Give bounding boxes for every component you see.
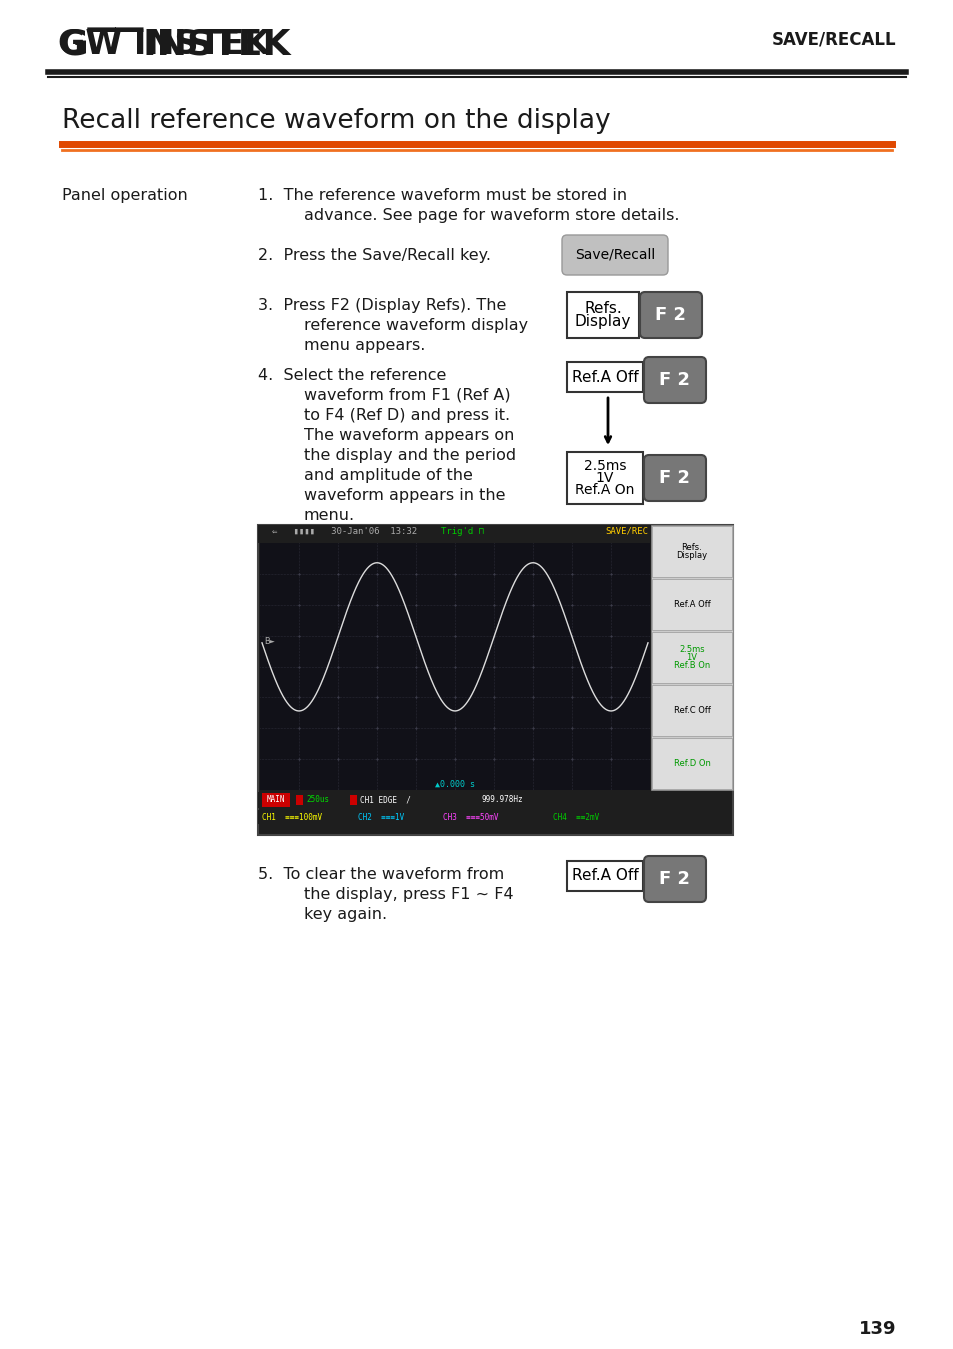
Bar — [257, 525, 732, 835]
Text: SAVE/REC: SAVE/REC — [604, 527, 647, 536]
Text: the display, press F1 ~ F4: the display, press F1 ~ F4 — [304, 888, 513, 902]
Text: Ref.A Off: Ref.A Off — [571, 869, 638, 884]
Bar — [257, 525, 732, 544]
Text: Save/Recall: Save/Recall — [575, 248, 655, 262]
Text: menu appears.: menu appears. — [304, 339, 425, 353]
Text: and amplitude of the: and amplitude of the — [304, 468, 473, 483]
Text: Panel operation: Panel operation — [62, 188, 188, 202]
Text: 5.  To clear the waveform from: 5. To clear the waveform from — [257, 867, 504, 882]
Text: waveform from F1 (Ref A): waveform from F1 (Ref A) — [304, 389, 510, 403]
Text: CH3  ≡≡≡50mV: CH3 ≡≡≡50mV — [442, 812, 498, 822]
Bar — [650, 525, 732, 791]
Bar — [257, 792, 649, 808]
Text: Ref.B On: Ref.B On — [673, 661, 709, 670]
Text: advance. See page for waveform store details.: advance. See page for waveform store det… — [304, 208, 679, 223]
Text: Ref.A Off: Ref.A Off — [571, 370, 638, 384]
Bar — [651, 738, 731, 789]
FancyBboxPatch shape — [643, 857, 705, 902]
Text: 4.  Select the reference: 4. Select the reference — [257, 368, 446, 383]
Text: CH1 EDGE  /: CH1 EDGE / — [359, 796, 411, 804]
FancyBboxPatch shape — [643, 455, 705, 500]
FancyBboxPatch shape — [643, 357, 705, 403]
Text: Refs.: Refs. — [680, 544, 701, 552]
Text: F 2: F 2 — [659, 870, 690, 888]
Text: 2.  Press the Save/Recall key.: 2. Press the Save/Recall key. — [257, 248, 491, 263]
Text: Display: Display — [575, 314, 631, 329]
Text: key again.: key again. — [304, 907, 387, 921]
Text: ⇐   ▮▮▮▮   30-Jan'06  13:32: ⇐ ▮▮▮▮ 30-Jan'06 13:32 — [272, 527, 416, 536]
Text: GW INSTEK: GW INSTEK — [58, 28, 270, 61]
Text: 2.5ms: 2.5ms — [679, 645, 704, 654]
Text: B►: B► — [264, 637, 274, 646]
Text: 1V: 1V — [596, 471, 614, 486]
Bar — [350, 795, 356, 805]
Text: menu.: menu. — [304, 509, 355, 523]
Text: Ref.A Off: Ref.A Off — [673, 600, 710, 608]
Text: Refs.: Refs. — [583, 301, 621, 316]
Bar — [566, 362, 642, 393]
Text: waveform appears in the: waveform appears in the — [304, 488, 505, 503]
Text: the display and the period: the display and the period — [304, 448, 516, 463]
Text: F 2: F 2 — [659, 371, 690, 389]
FancyBboxPatch shape — [561, 235, 667, 275]
Text: Trig'd ⊓: Trig'd ⊓ — [441, 527, 484, 536]
Text: Ref.D On: Ref.D On — [673, 759, 710, 768]
Bar — [651, 526, 731, 577]
Text: F 2: F 2 — [655, 306, 686, 324]
Text: Display: Display — [676, 550, 707, 560]
Text: reference waveform display: reference waveform display — [304, 318, 528, 333]
Text: CH1  ≡≡≡100mV: CH1 ≡≡≡100mV — [262, 812, 322, 822]
Text: 250us: 250us — [306, 796, 329, 804]
Bar — [651, 579, 731, 630]
Bar — [566, 861, 642, 890]
Text: 1V: 1V — [686, 653, 697, 662]
Text: 139: 139 — [858, 1321, 895, 1338]
Text: Ref.A On: Ref.A On — [575, 483, 634, 496]
Text: MAIN: MAIN — [267, 796, 285, 804]
Text: ▲0.000 s: ▲0.000 s — [435, 780, 475, 789]
Bar — [260, 544, 649, 791]
Text: 3.  Press F2 (Display Refs). The: 3. Press F2 (Display Refs). The — [257, 298, 506, 313]
Text: Recall reference waveform on the display: Recall reference waveform on the display — [62, 108, 610, 134]
Text: F 2: F 2 — [659, 469, 690, 487]
Bar — [651, 631, 731, 683]
Bar — [651, 685, 731, 737]
Bar — [566, 291, 639, 339]
Text: CH4  ≡≡2mV: CH4 ≡≡2mV — [553, 812, 598, 822]
Text: to F4 (Ref D) and press it.: to F4 (Ref D) and press it. — [304, 407, 510, 424]
Bar — [262, 793, 290, 807]
Text: CH2  ≡≡≡1V: CH2 ≡≡≡1V — [357, 812, 404, 822]
Bar — [295, 795, 303, 805]
FancyBboxPatch shape — [639, 291, 701, 339]
Bar — [566, 452, 642, 505]
Text: 2.5ms: 2.5ms — [583, 459, 625, 473]
Text: The waveform appears on: The waveform appears on — [304, 428, 514, 442]
Text: 999.978Hz: 999.978Hz — [481, 796, 523, 804]
Text: G▔▔INSTEK: G▔▔INSTEK — [58, 28, 291, 62]
Text: SAVE/RECALL: SAVE/RECALL — [771, 30, 895, 49]
Bar — [257, 809, 649, 824]
Text: Ref.C Off: Ref.C Off — [673, 706, 710, 715]
Text: 1.  The reference waveform must be stored in: 1. The reference waveform must be stored… — [257, 188, 626, 202]
